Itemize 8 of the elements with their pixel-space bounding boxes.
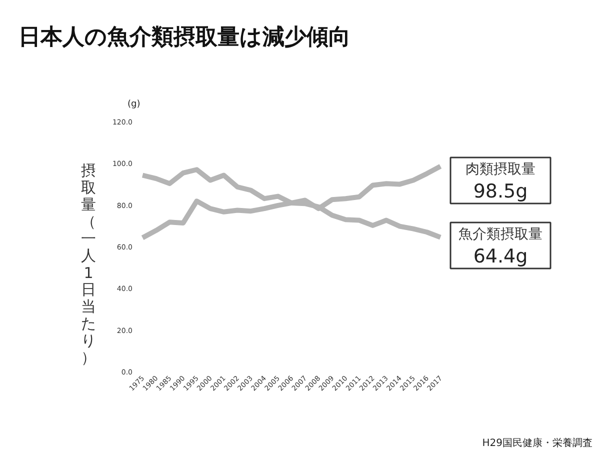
text: 摂取量（一人1日当たり）: [81, 162, 96, 366]
data-label: 64.4g: [473, 246, 528, 268]
series-label: 魚介類摂取量: [458, 226, 542, 242]
chart-title: 日本人の魚介類摂取量は減少傾向: [18, 25, 350, 50]
data-label: 98.5g: [473, 180, 528, 202]
text: H29国民健康・栄養調査: [482, 437, 593, 449]
series-label: 肉類摂取量: [466, 162, 536, 178]
text: (g): [128, 100, 140, 110]
